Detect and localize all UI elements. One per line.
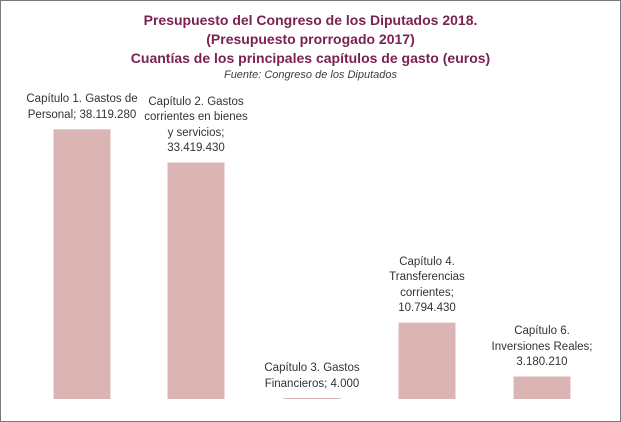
data-label-line: Inversiones Reales; (491, 340, 593, 353)
bar-2 (167, 162, 225, 399)
bar-3 (283, 398, 341, 399)
data-label-line: 33.419.430 (167, 142, 225, 155)
data-label-1: Capítulo 1. Gastos de Personal; 38.119.28… (7, 92, 157, 123)
chart-title: Presupuesto del Congreso de los Diputado… (143, 12, 478, 28)
data-label-line: Capítulo 4. (399, 255, 455, 268)
bar-1 (53, 129, 111, 399)
data-label-line: Capítulo 1. Gastos de (26, 93, 138, 106)
data-label-3: Capítulo 3. Gastos Financieros; 4.000 (237, 361, 387, 392)
bar-4 (398, 322, 456, 399)
bar-5 (513, 376, 571, 399)
data-label-2: Capítulo 2. Gastos corrientes en bienes y … (121, 95, 271, 157)
data-label-5: Capítulo 6. Inversiones Reales; 3.180.210 (467, 324, 617, 371)
data-label-line: Capítulo 3. Gastos (264, 362, 360, 374)
data-label-line: 3.180.210 (516, 356, 568, 368)
data-label-4: Capítulo 4. Transferencias corrientes; 10.7… (352, 255, 502, 317)
data-label-line: Capítulo 6. (514, 325, 570, 337)
data-label-line: Personal; 38.119.280 (27, 108, 137, 121)
data-label-line: Financieros; 4.000 (264, 377, 360, 390)
chart-source: Fuente: Congreso de los Diputados (223, 69, 398, 81)
data-label-line: corrientes; (400, 286, 454, 299)
data-label-line: Transferencias (389, 271, 465, 284)
data-label-line: y servicios; (167, 126, 225, 139)
chart-subtitle: (Presupuesto prorrogado 2017) (206, 31, 415, 47)
chart-titles: Presupuesto del Congreso de los Diputado… (0, 11, 621, 82)
chart-subtitle-2: Cuantías de los principales capítulos de… (130, 50, 491, 66)
data-label-line: Capítulo 2. Gastos (148, 95, 244, 108)
data-label-line: corrientes en bienes (144, 111, 248, 124)
data-label-line: 10.794.430 (398, 302, 456, 315)
